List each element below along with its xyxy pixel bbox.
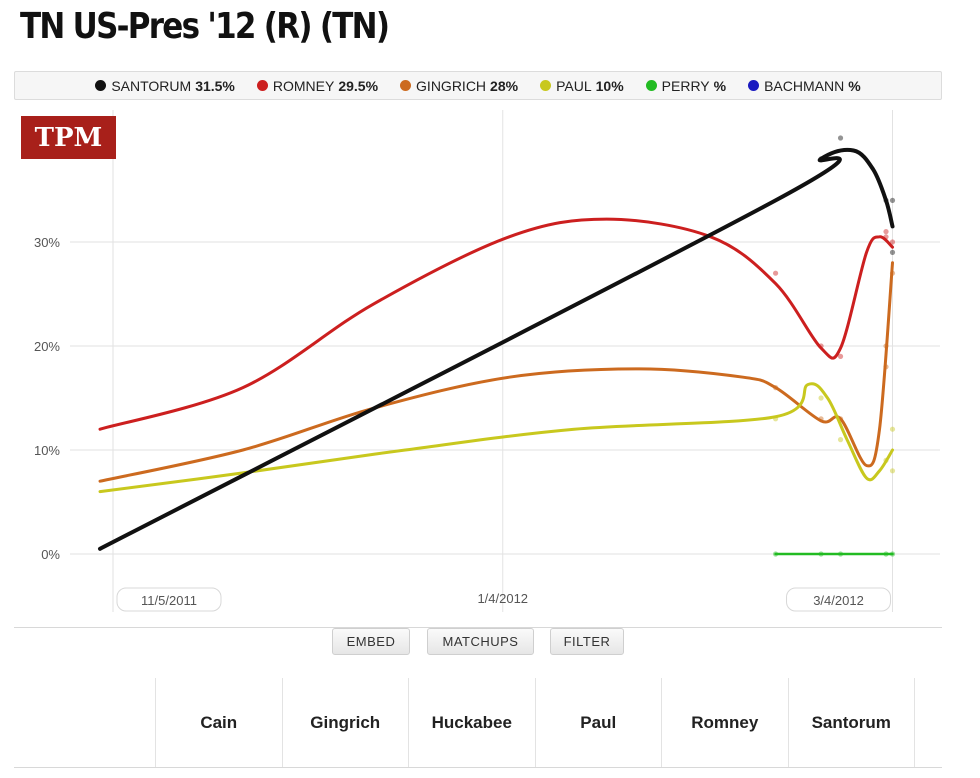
legend-value: % (713, 77, 727, 94)
legend-item-bachmann[interactable]: BACHMANN% (748, 78, 861, 94)
logo-box (21, 116, 116, 159)
poll-chart: 0% 10% 20% 30% 11/5/2011 1/4/2012 3/4/2012 TP… (21, 110, 940, 612)
x-tick-label: 11/5/2011 (141, 593, 197, 608)
grid-layer: 0% 10% 20% 30% (34, 110, 940, 612)
poll-point-santorum[interactable] (889, 249, 896, 255)
legend-item-romney[interactable]: ROMNEY 29.5% (256, 77, 379, 94)
poll-point-romney[interactable] (889, 239, 896, 245)
poll-point-romney[interactable] (772, 270, 779, 276)
trend-line-romney[interactable] (98, 217, 895, 431)
legend-item-gingrich[interactable]: GINGRICH 28% (400, 78, 518, 94)
series-santorum (98, 135, 896, 551)
x-tick-label: 1/4/2012 (477, 591, 528, 606)
series-perry (772, 551, 896, 557)
matchups-button[interactable]: MATCHUPS (427, 628, 534, 655)
x-axis: 11/5/2011 1/4/2012 3/4/2012 (116, 587, 892, 612)
candidate-column-gingrich[interactable]: Gingrich (281, 678, 409, 768)
y-tick-label: 10% (34, 443, 60, 458)
poll-point-santorum[interactable] (837, 135, 844, 141)
divider (14, 627, 942, 628)
legend-item-perry[interactable]: PERRY% (645, 77, 727, 94)
series-layer (98, 135, 896, 557)
poll-point-paul[interactable] (889, 426, 896, 432)
legend-value: 29.5% (338, 77, 379, 94)
candidate-column-romney[interactable]: Romney (661, 678, 788, 768)
legend-swatch-romney (256, 80, 268, 91)
series-romney (98, 217, 896, 431)
tpm-logo: TPM (21, 116, 116, 159)
poll-point-romney[interactable] (883, 229, 889, 235)
series-paul (98, 382, 896, 494)
divider (14, 767, 942, 768)
legend-label: PERRY (661, 77, 710, 94)
legend-label: PAUL (556, 77, 592, 94)
trend-line-gingrich[interactable] (98, 261, 895, 483)
chart-toolbar: EMBED MATCHUPS FILTER (0, 628, 980, 658)
filter-button[interactable]: FILTER (550, 628, 624, 655)
logo-text: TPM (35, 123, 103, 153)
legend-swatch-santorum (95, 80, 107, 91)
legend-value: % (848, 77, 861, 94)
poll-point-romney[interactable] (837, 353, 844, 359)
series-gingrich (98, 261, 896, 483)
legend-value: 31.5% (195, 77, 235, 94)
legend-value: 10% (595, 77, 624, 94)
legend-label: SANTORUM (111, 77, 192, 94)
legend-swatch-gingrich (400, 80, 412, 91)
y-tick-label: 0% (41, 547, 60, 562)
candidate-header-row: Cain Gingrich Huckabee Paul Romney Santo… (155, 678, 915, 768)
legend-item-paul[interactable]: PAUL 10% (540, 78, 624, 94)
x-tick-label: 3/4/2012 (813, 593, 864, 608)
candidate-column-paul[interactable]: Paul (534, 678, 662, 768)
legend-swatch-bachmann (748, 80, 760, 91)
trend-line-santorum[interactable] (98, 147, 895, 551)
legend-value: 28% (490, 77, 519, 94)
chart-legend: SANTORUM 31.5% ROMNEY 29.5% GINGRICH 28% PA… (14, 71, 942, 100)
y-tick-label: 20% (34, 339, 60, 354)
poll-point-paul[interactable] (818, 395, 824, 401)
legend-swatch-paul (540, 80, 552, 91)
trend-line-paul[interactable] (98, 382, 895, 494)
legend-label: ROMNEY (272, 77, 335, 94)
range-start-handle[interactable] (116, 587, 222, 612)
candidate-column-huckabee[interactable]: Huckabee (408, 678, 535, 768)
legend-swatch-perry (645, 80, 657, 91)
poll-point-paul[interactable] (889, 468, 896, 474)
embed-button[interactable]: EMBED (332, 628, 410, 655)
poll-point-paul[interactable] (837, 437, 844, 443)
legend-label: GINGRICH (416, 77, 487, 94)
y-tick-label: 30% (34, 235, 60, 250)
candidate-column-cain[interactable]: Cain (155, 678, 282, 768)
legend-item-santorum[interactable]: SANTORUM 31.5% (95, 78, 235, 94)
range-end-handle[interactable] (786, 587, 892, 612)
page-title: TN US-Pres '12 (R) (TN) (20, 6, 390, 47)
candidate-column-santorum[interactable]: Santorum (787, 678, 915, 768)
poll-point-santorum[interactable] (889, 197, 896, 203)
legend-label: BACHMANN (764, 77, 845, 94)
